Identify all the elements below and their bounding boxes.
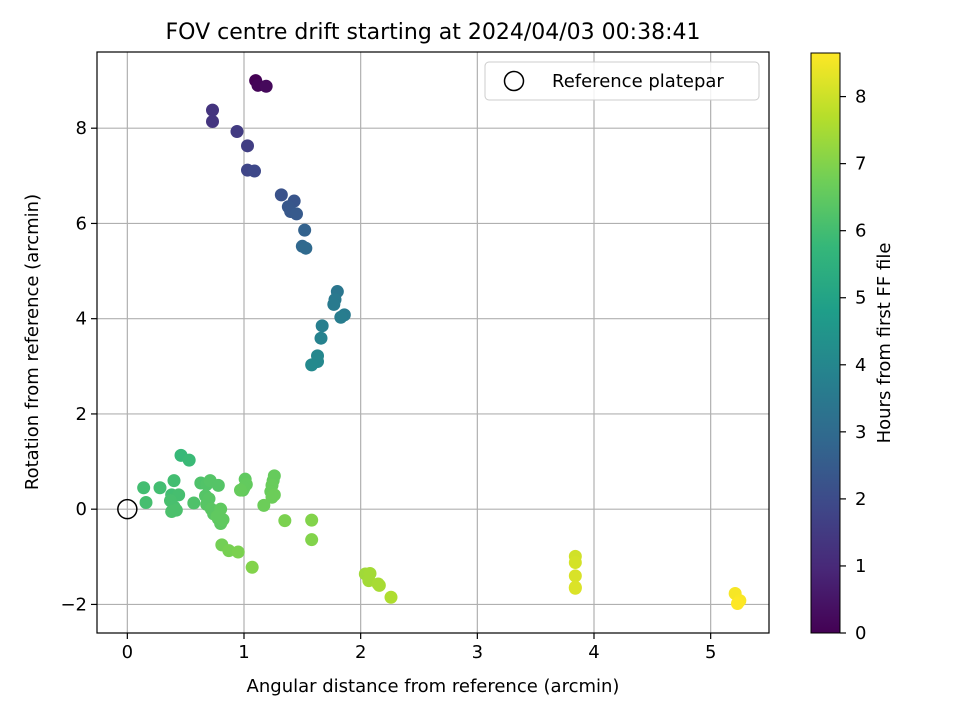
chart-title: FOV centre drift starting at 2024/04/03 … (166, 20, 701, 45)
data-point (257, 498, 271, 512)
colorbar-tick-label: 0 (855, 623, 866, 644)
colorbar: 0 1 2 3 4 5 6 7 8 Hours from first FF file (810, 52, 895, 644)
x-tick-label: 0 (122, 642, 133, 663)
legend-marker (503, 70, 525, 92)
data-point (167, 474, 181, 488)
data-point (278, 514, 292, 528)
data-point (299, 241, 313, 255)
x-tick-label: 1 (238, 642, 249, 663)
colorbar-tick-label: 5 (855, 288, 866, 309)
data-point (290, 207, 303, 221)
y-axis-label: Rotation from reference (arcmin) (22, 194, 43, 490)
plot-area: 0 1 2 3 4 5 −2 0 2 4 6 8 (60, 51, 770, 663)
data-point (305, 513, 319, 527)
data-points (137, 74, 747, 610)
colorbar-tick-label: 6 (855, 221, 866, 242)
colorbar-tick-label: 7 (855, 154, 866, 175)
data-point (334, 310, 348, 324)
data-point (206, 103, 219, 117)
y-tick-label: 6 (76, 213, 87, 234)
data-point (210, 509, 224, 523)
data-point (568, 569, 582, 583)
y-axis-ticks: −2 0 2 4 6 8 (60, 118, 97, 615)
data-point (248, 164, 261, 178)
x-axis-label: Angular distance from reference (arcmin) (247, 676, 620, 697)
y-tick-label: 4 (76, 309, 87, 330)
colorbar-tick-label: 2 (855, 489, 866, 510)
data-point (245, 560, 259, 574)
data-point (241, 139, 254, 153)
data-point (298, 223, 312, 237)
data-point (314, 331, 328, 345)
colorbar-tick-label: 1 (855, 556, 866, 577)
colorbar-ticks: 0 1 2 3 4 5 6 7 8 (840, 87, 866, 644)
data-point (234, 483, 247, 497)
colorbar-tick-label: 3 (855, 422, 866, 443)
colorbar-tick-label: 4 (855, 355, 866, 376)
data-point (731, 596, 744, 610)
data-point (187, 496, 201, 510)
data-point (315, 319, 329, 333)
x-tick-label: 2 (355, 642, 366, 663)
data-point (137, 481, 151, 495)
legend-box (484, 61, 760, 101)
x-tick-label: 5 (705, 642, 716, 663)
plot-frame (96, 51, 770, 634)
legend: Reference platepar (484, 61, 760, 101)
colorbar-tick-label: 8 (855, 87, 866, 108)
data-point (327, 297, 341, 311)
data-point (384, 590, 398, 604)
data-point (568, 556, 582, 570)
y-tick-label: 2 (76, 404, 87, 425)
data-point (230, 125, 244, 139)
x-tick-label: 4 (588, 642, 599, 663)
data-point (165, 505, 179, 519)
data-point (265, 490, 279, 504)
data-point (305, 358, 319, 372)
data-point (259, 79, 273, 93)
reference-platepar-marker (117, 498, 138, 520)
data-point (153, 481, 167, 495)
y-tick-label: −2 (60, 594, 87, 615)
data-point (568, 581, 582, 595)
data-point (211, 478, 225, 492)
x-axis-ticks: 0 1 2 3 4 5 (122, 633, 716, 663)
data-point (231, 545, 245, 559)
y-tick-label: 8 (76, 118, 87, 139)
data-point (206, 115, 219, 129)
colorbar-label: Hours from first FF file (874, 243, 895, 444)
data-point (305, 533, 319, 547)
x-tick-label: 3 (472, 642, 483, 663)
data-point (371, 577, 385, 591)
legend-entry: Reference platepar (552, 71, 724, 92)
grid-lines (97, 52, 769, 633)
data-point (139, 496, 153, 510)
data-point (274, 188, 288, 202)
colorbar-gradient (810, 52, 841, 634)
y-tick-label: 0 (76, 499, 87, 520)
data-point (182, 453, 196, 467)
